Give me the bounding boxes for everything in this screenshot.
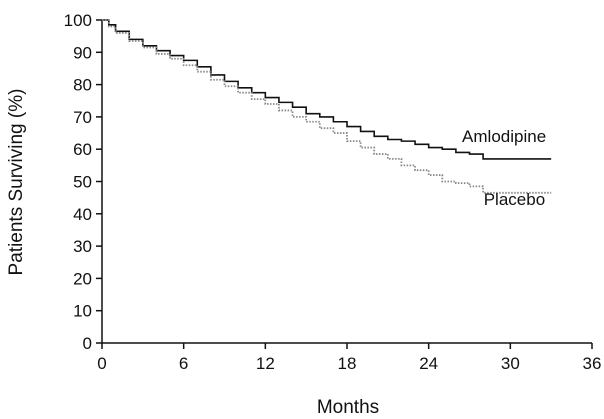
y-tick-label: 90: [73, 43, 92, 62]
y-tick-label: 70: [73, 108, 92, 127]
y-tick-label: 10: [73, 302, 92, 321]
x-tick-label: 24: [419, 354, 438, 373]
y-axis-title: Patients Surviving (%): [6, 89, 27, 276]
y-tick-label: 40: [73, 205, 92, 224]
x-tick-label: 6: [179, 354, 188, 373]
y-tick-label: 20: [73, 269, 92, 288]
y-tick-label: 0: [83, 334, 92, 353]
y-tick-label: 60: [73, 140, 92, 159]
x-tick-label: 0: [97, 354, 106, 373]
y-tick-label: 100: [64, 11, 92, 30]
axes: 0 10 20 30 40 50 60 70 80 90 100 0 6 12 18 24 30 36: [64, 11, 602, 373]
series-line-amlodipine: [102, 19, 552, 160]
y-tick-label: 30: [73, 237, 92, 256]
x-tick-label: 12: [256, 354, 275, 373]
y-tick-label: 80: [73, 76, 92, 95]
series-label-amlodipine: Amlodipine: [462, 127, 546, 146]
x-axis-title: Months: [317, 397, 379, 418]
series-layer: [102, 19, 552, 194]
labels-layer: Amlodipine Placebo: [462, 127, 546, 209]
series-line-placebo: [102, 19, 552, 194]
x-tick-label: 36: [583, 354, 602, 373]
y-tick-label: 50: [73, 173, 92, 192]
series-label-placebo: Placebo: [484, 190, 545, 209]
x-tick-label: 30: [501, 354, 520, 373]
x-tick-label: 18: [338, 354, 357, 373]
